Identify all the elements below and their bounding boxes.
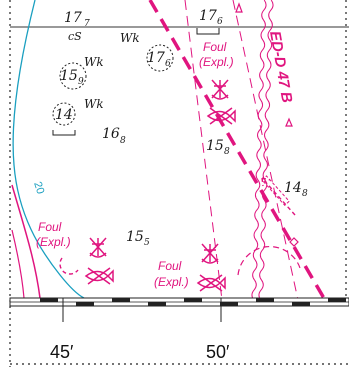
sounding-decimal: 6 (165, 59, 171, 69)
sounding-value: 15 (60, 68, 78, 84)
sounding-value: 16 (102, 126, 120, 142)
wreck-label-3: Wk (84, 97, 104, 111)
longitude-label-50: 50′ (206, 342, 230, 362)
sounding-15-8: 15 8 (206, 138, 230, 157)
restricted-line-left (11, 184, 41, 299)
cable-route-main (148, 0, 327, 301)
cable-marker-3 (289, 237, 299, 247)
sounding-14: 14 (55, 107, 73, 123)
sounding-17-6-top: 17 6 (199, 8, 223, 27)
sounding-value: 15 (206, 138, 224, 154)
foul-area-left: Foul (Expl.) (36, 220, 71, 249)
foul-expl-label: (Expl.) (199, 55, 234, 69)
foul-area-bottom: Foul (Expl.) (154, 259, 189, 289)
sounding-decimal: 8 (224, 147, 230, 157)
cable-marker-2 (285, 117, 293, 127)
sounding-bracket-2 (52, 130, 76, 136)
longitude-label-45: 45′ (50, 342, 74, 362)
sounding-16-8: 16 8 (102, 126, 126, 146)
wreck-label-1: Wk (120, 31, 140, 45)
longitude-scale-bar (9, 297, 349, 322)
sounding-bracket-1 (196, 28, 220, 35)
foul-label: Foul (158, 259, 182, 273)
sounding-value: 17 (64, 10, 82, 26)
sounding-15-5: 15 5 (126, 229, 150, 248)
anchor-prohibited-icon (211, 79, 229, 100)
sounding-value: 17 (147, 50, 165, 66)
foul-area-top: Foul (Expl.) (199, 40, 234, 69)
sounding-17-6-wreck: 17 6 (147, 50, 171, 69)
sounding-14-8: 14 8 (284, 180, 308, 199)
submarine-cable-2 (258, 0, 274, 301)
sounding-value: 14 (55, 107, 73, 123)
sounding-value: 14 (284, 180, 302, 196)
foul-expl-label: (Expl.) (36, 235, 71, 249)
fishing-prohibited-icon (84, 267, 114, 285)
wreck-circle-159 (59, 62, 87, 90)
wreck-circle-14 (52, 102, 76, 126)
sounding-decimal: 8 (120, 136, 126, 146)
cable-marker-1 (235, 2, 243, 13)
submarine-cable-1 (251, 0, 267, 301)
sounding-decimal: 9 (78, 77, 84, 87)
foul-label: Foul (203, 40, 227, 54)
seabed-label: cS (68, 30, 82, 43)
sounding-17-7: 17 7 (64, 10, 90, 29)
fishing-prohibited-icon (196, 274, 226, 292)
wreck-circle-176 (146, 44, 174, 72)
foul-label: Foul (38, 220, 62, 234)
sounding-decimal: 6 (217, 17, 223, 27)
fishing-prohibited-icon (206, 107, 236, 125)
cable-route-thin-2 (184, 0, 223, 301)
contour-label: 20 (31, 180, 46, 195)
restricted-line-left-2 (11, 229, 25, 299)
sounding-decimal: 5 (144, 238, 150, 248)
sounding-15-9: 15 9 (60, 68, 84, 87)
wreck-label-2: Wk (84, 55, 104, 69)
foul-expl-label: (Expl.) (154, 275, 189, 289)
foul-area-arc (237, 246, 301, 276)
sounding-decimal: 8 (302, 189, 308, 199)
anchor-prohibited-icon (89, 237, 107, 258)
sounding-value: 15 (126, 229, 144, 245)
sounding-value: 17 (199, 8, 217, 24)
anchor-prohibited-icon (201, 243, 219, 264)
sounding-decimal: 7 (84, 19, 90, 29)
depth-contour-20 (12, 0, 85, 299)
traffic-arrow-box (261, 175, 290, 206)
foul-area-arc-small (59, 257, 79, 275)
